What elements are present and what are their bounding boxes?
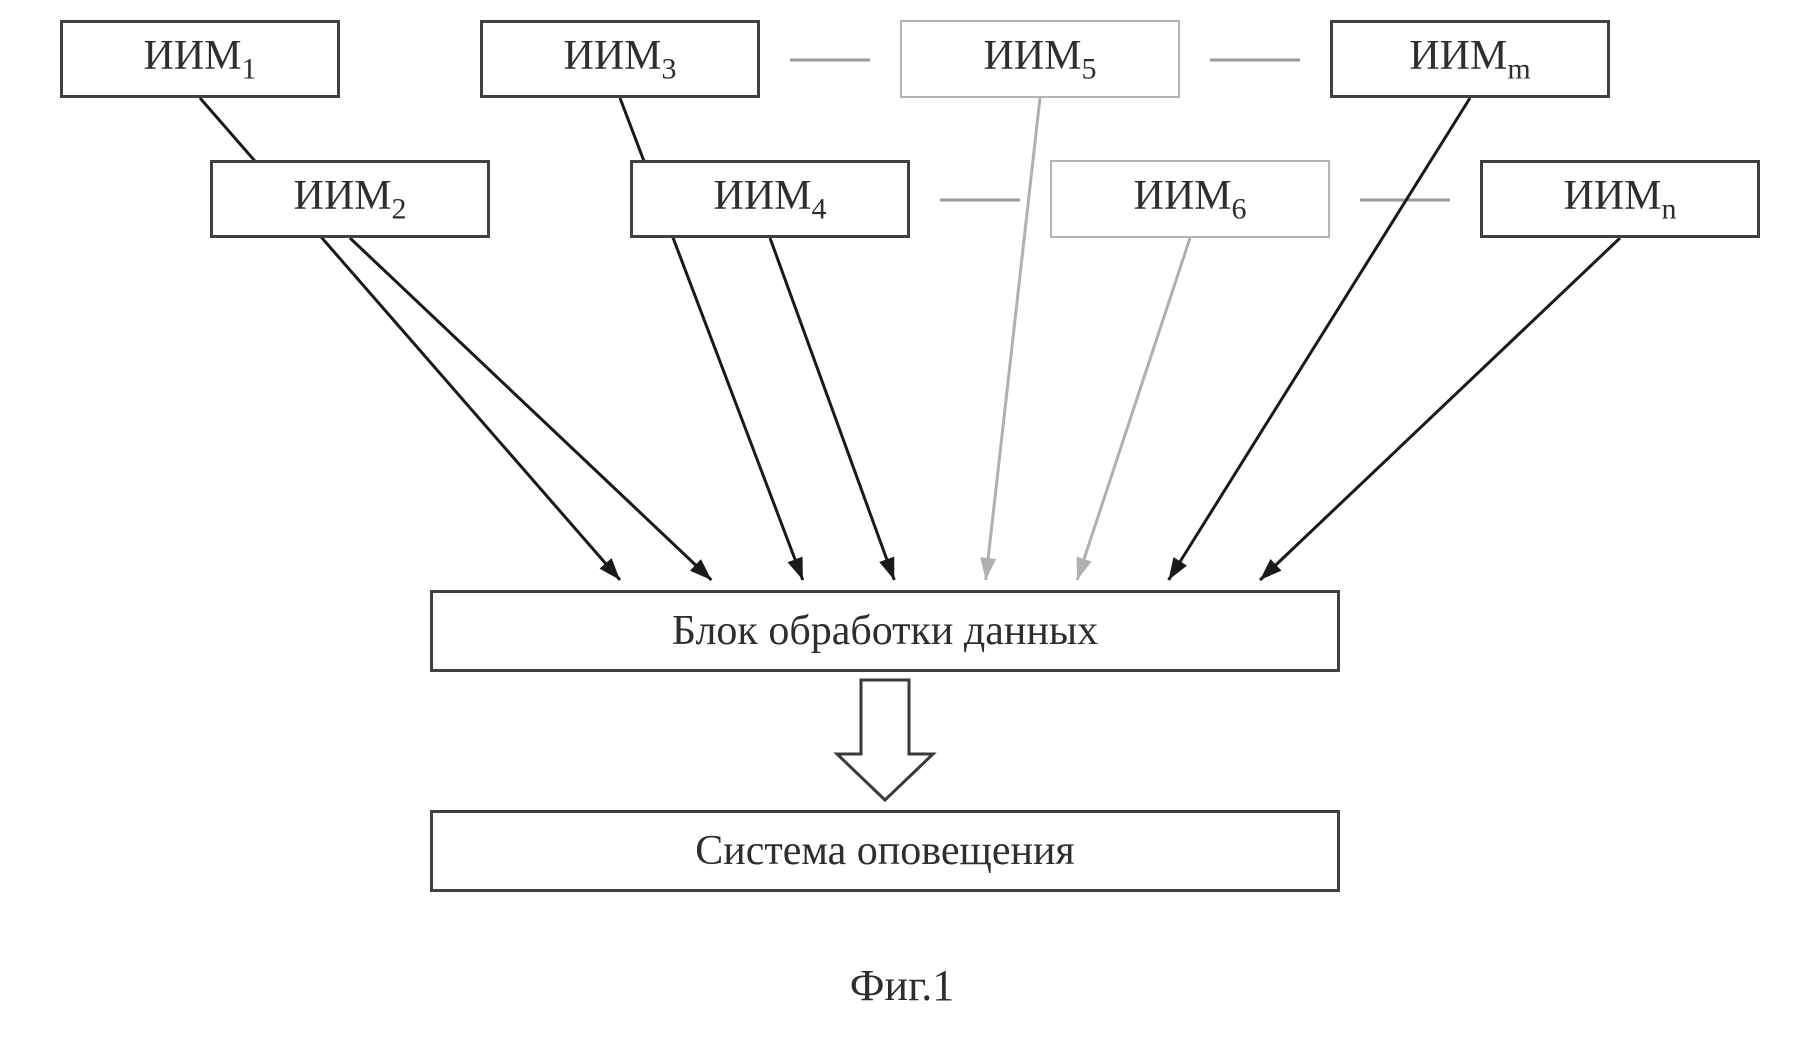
node-label: ИИМ3 xyxy=(563,32,676,86)
node-label-main: ИИМ xyxy=(1133,173,1231,219)
node-label-main: ИИМ xyxy=(1409,33,1507,79)
block-arrow-icon xyxy=(837,680,933,800)
node-label: ИИМ5 xyxy=(983,32,1096,86)
diagram-canvas: Фиг.1 ИИМ1ИИМ3ИИМ5ИИМmИИМ2ИИМ4ИИМ6ИИМnБл… xyxy=(0,0,1804,1051)
node-label: ИИМm xyxy=(1409,32,1530,86)
node-label: ИИМ4 xyxy=(713,172,826,226)
node-label-main: ИИМ xyxy=(983,33,1081,79)
node-label: ИИМ2 xyxy=(293,172,406,226)
node-iim3: ИИМ3 xyxy=(480,20,760,98)
node-iim1: ИИМ1 xyxy=(60,20,340,98)
figure-caption: Фиг.1 xyxy=(0,960,1804,1011)
node-label-sub: 2 xyxy=(392,192,407,225)
node-label-sub: m xyxy=(1507,52,1530,85)
node-label-main: ИИМ xyxy=(713,173,811,219)
node-label-sub: 1 xyxy=(242,52,257,85)
node-iim5: ИИМ5 xyxy=(900,20,1180,98)
node-label-sub: n xyxy=(1662,192,1677,225)
node-label: ИИМ1 xyxy=(143,32,256,86)
node-label: ИИМn xyxy=(1563,172,1676,226)
node-label-main: ИИМ xyxy=(293,173,391,219)
node-label: Блок обработки данных xyxy=(672,607,1098,655)
node-iimm: ИИМm xyxy=(1330,20,1610,98)
node-label-main: ИИМ xyxy=(143,33,241,79)
node-label-sub: 4 xyxy=(812,192,827,225)
node-iim4: ИИМ4 xyxy=(630,160,910,238)
node-label-main: ИИМ xyxy=(1563,173,1661,219)
node-label-sub: 5 xyxy=(1082,52,1097,85)
node-iimn: ИИМn xyxy=(1480,160,1760,238)
node-iim6: ИИМ6 xyxy=(1050,160,1330,238)
connector-layer xyxy=(0,0,1804,1051)
node-label-main: ИИМ xyxy=(563,33,661,79)
node-label-sub: 3 xyxy=(662,52,677,85)
node-label: ИИМ6 xyxy=(1133,172,1246,226)
node-notif: Система оповещения xyxy=(430,810,1340,892)
node-label: Система оповещения xyxy=(695,827,1075,875)
node-proc: Блок обработки данных xyxy=(430,590,1340,672)
node-label-sub: 6 xyxy=(1232,192,1247,225)
node-iim2: ИИМ2 xyxy=(210,160,490,238)
